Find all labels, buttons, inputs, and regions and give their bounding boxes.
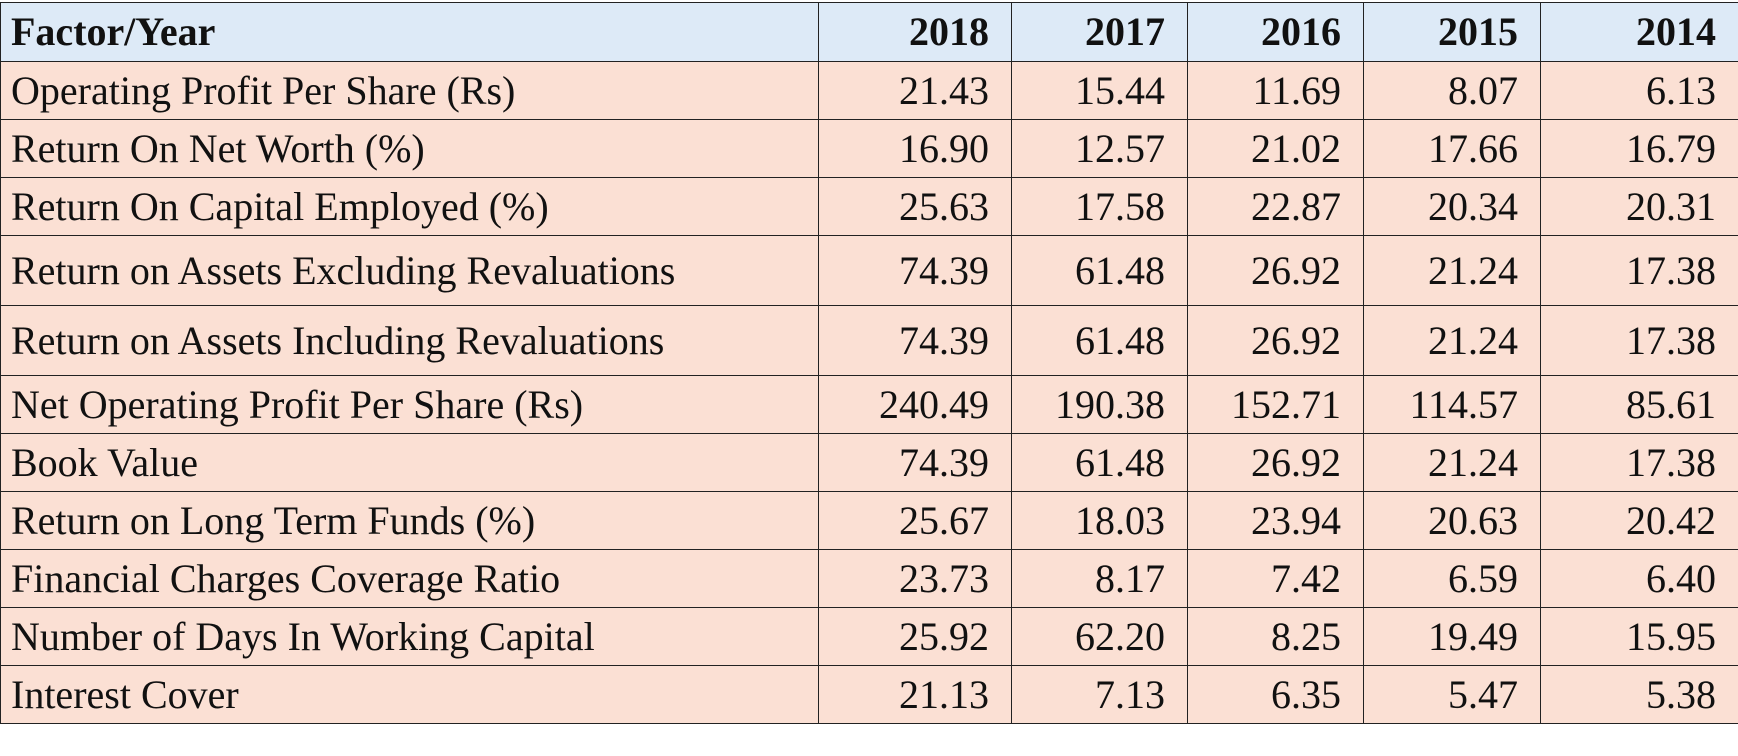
value-cell: 11.69	[1188, 62, 1364, 120]
year-header: 2016	[1188, 3, 1364, 62]
factor-cell: Number of Days In Working Capital	[1, 608, 819, 666]
value-cell: 17.38	[1541, 434, 1738, 492]
year-header: 2018	[819, 3, 1012, 62]
value-cell: 16.90	[819, 120, 1012, 178]
value-cell: 5.47	[1364, 666, 1541, 724]
value-cell: 25.92	[819, 608, 1012, 666]
factor-cell: Net Operating Profit Per Share (Rs)	[1, 376, 819, 434]
value-cell: 20.34	[1364, 178, 1541, 236]
value-cell: 8.07	[1364, 62, 1541, 120]
value-cell: 61.48	[1012, 434, 1188, 492]
value-cell: 25.67	[819, 492, 1012, 550]
value-cell: 12.57	[1012, 120, 1188, 178]
value-cell: 21.24	[1364, 236, 1541, 306]
value-cell: 16.79	[1541, 120, 1738, 178]
value-cell: 20.31	[1541, 178, 1738, 236]
value-cell: 6.13	[1541, 62, 1738, 120]
value-cell: 20.63	[1364, 492, 1541, 550]
value-cell: 190.38	[1012, 376, 1188, 434]
value-cell: 17.66	[1364, 120, 1541, 178]
value-cell: 17.38	[1541, 306, 1738, 376]
value-cell: 74.39	[819, 434, 1012, 492]
factor-cell: Interest Cover	[1, 666, 819, 724]
year-header: 2014	[1541, 3, 1738, 62]
value-cell: 25.63	[819, 178, 1012, 236]
value-cell: 6.59	[1364, 550, 1541, 608]
value-cell: 21.02	[1188, 120, 1364, 178]
value-cell: 7.42	[1188, 550, 1364, 608]
value-cell: 114.57	[1364, 376, 1541, 434]
factor-cell: Book Value	[1, 434, 819, 492]
factor-cell: Return on Long Term Funds (%)	[1, 492, 819, 550]
value-cell: 26.92	[1188, 236, 1364, 306]
value-cell: 7.13	[1012, 666, 1188, 724]
value-cell: 26.92	[1188, 306, 1364, 376]
value-cell: 23.94	[1188, 492, 1364, 550]
value-cell: 61.48	[1012, 306, 1188, 376]
year-header: 2017	[1012, 3, 1188, 62]
value-cell: 22.87	[1188, 178, 1364, 236]
factor-cell: Return on Assets Excluding Revaluations	[1, 236, 819, 306]
value-cell: 17.58	[1012, 178, 1188, 236]
value-cell: 19.49	[1364, 608, 1541, 666]
value-cell: 6.35	[1188, 666, 1364, 724]
year-header: 2015	[1364, 3, 1541, 62]
factor-cell: Operating Profit Per Share (Rs)	[1, 62, 819, 120]
value-cell: 5.38	[1541, 666, 1738, 724]
value-cell: 62.20	[1012, 608, 1188, 666]
value-cell: 21.24	[1364, 306, 1541, 376]
factor-cell: Return on Assets Including Revaluations	[1, 306, 819, 376]
value-cell: 20.42	[1541, 492, 1738, 550]
factor-cell: Return On Net Worth (%)	[1, 120, 819, 178]
value-cell: 8.25	[1188, 608, 1364, 666]
value-cell: 21.13	[819, 666, 1012, 724]
factor-cell: Financial Charges Coverage Ratio	[1, 550, 819, 608]
factor-cell: Return On Capital Employed (%)	[1, 178, 819, 236]
value-cell: 15.95	[1541, 608, 1738, 666]
value-cell: 6.40	[1541, 550, 1738, 608]
table-row: Net Operating Profit Per Share (Rs)240.4…	[1, 376, 1738, 434]
value-cell: 23.73	[819, 550, 1012, 608]
value-cell: 21.24	[1364, 434, 1541, 492]
value-cell: 17.38	[1541, 236, 1738, 306]
value-cell: 15.44	[1012, 62, 1188, 120]
factor-header: Factor/Year	[1, 3, 819, 62]
value-cell: 61.48	[1012, 236, 1188, 306]
value-cell: 152.71	[1188, 376, 1364, 434]
value-cell: 74.39	[819, 306, 1012, 376]
value-cell: 8.17	[1012, 550, 1188, 608]
value-cell: 21.43	[819, 62, 1012, 120]
value-cell: 18.03	[1012, 492, 1188, 550]
value-cell: 74.39	[819, 236, 1012, 306]
value-cell: 240.49	[819, 376, 1012, 434]
value-cell: 85.61	[1541, 376, 1738, 434]
value-cell: 26.92	[1188, 434, 1364, 492]
